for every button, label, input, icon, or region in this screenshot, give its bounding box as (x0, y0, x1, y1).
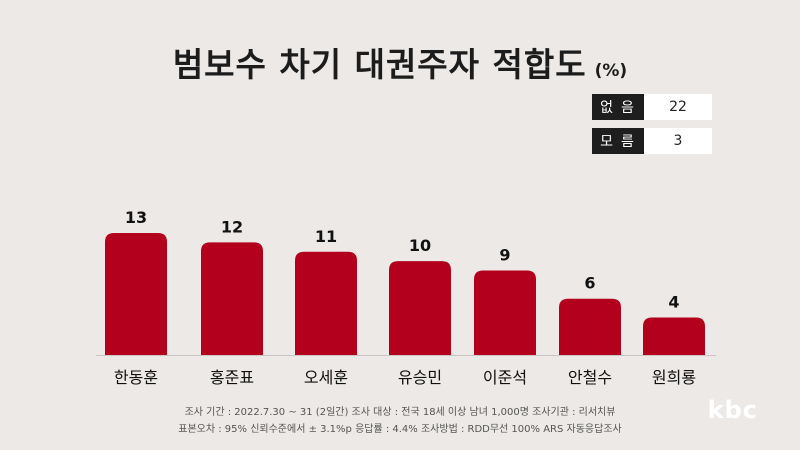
stat-unknown-label: 모름 (592, 128, 644, 154)
stat-unknown: 모름 3 (592, 128, 712, 154)
bar (389, 261, 451, 355)
stat-none: 없음 22 (592, 94, 712, 120)
bar-value-label: 11 (315, 227, 337, 246)
bar-value-label: 4 (668, 292, 679, 311)
survey-info-line-1: 조사 기간 : 2022.7.30 ~ 31 (2일간) 조사 대상 : 전국 … (184, 407, 616, 418)
chart-unit: (%) (594, 61, 628, 81)
bar-value-label: 10 (409, 236, 431, 255)
bar-value-label: 9 (499, 246, 510, 265)
stat-none-value: 22 (644, 94, 712, 120)
category-label: 한동훈 (114, 368, 158, 387)
category-label: 안철수 (568, 368, 612, 387)
bar (559, 298, 621, 355)
survey-info-line-2: 표본오차 : 95% 신뢰수준에서 ± 3.1%p 응답률 : 4.4% 조사방… (178, 424, 622, 435)
category-label: 이준석 (483, 368, 527, 387)
chart-title: 범보수 차기 대권주자 적합도 (172, 45, 587, 84)
bar (201, 242, 263, 355)
bar-value-label: 12 (221, 217, 243, 236)
category-label: 홍준표 (210, 368, 254, 387)
kbc-logo: kbc (707, 396, 758, 424)
bar (474, 270, 536, 355)
bar (643, 317, 705, 355)
bar (105, 233, 167, 355)
bar-value-label: 6 (584, 274, 595, 293)
bar (295, 251, 357, 355)
stat-unknown-value: 3 (644, 128, 712, 154)
category-label: 원희룡 (652, 368, 696, 387)
stat-none-label: 없음 (592, 94, 644, 120)
chart-title-block: 범보수 차기 대권주자 적합도 (%) (0, 38, 800, 86)
bar-value-label: 13 (125, 208, 147, 227)
category-label: 오세훈 (304, 368, 348, 387)
category-label: 유승민 (398, 368, 442, 387)
